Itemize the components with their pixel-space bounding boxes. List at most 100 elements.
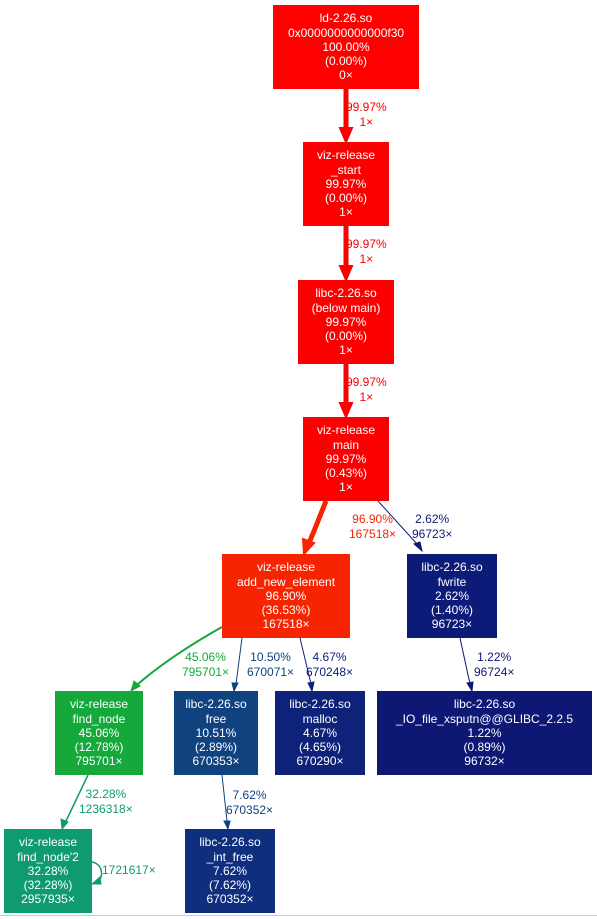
- edge-label-line: 795701×: [182, 664, 230, 679]
- node-line: 10.51%: [195, 725, 237, 740]
- edge-fwrite-xsputn: [459, 637, 471, 685]
- edge-arrowhead-findnode2-self: [90, 876, 102, 885]
- node-start[interactable]: viz-release _start 99.97% (0.00%) 1×: [303, 142, 389, 226]
- edge-arrowhead-libcmain-main: [338, 402, 354, 420]
- node-line: 1×: [339, 343, 353, 358]
- node-line: (0.00%): [324, 329, 368, 344]
- node-line: libc-2.26.so: [453, 697, 516, 712]
- node-ld[interactable]: ld-2.26.so 0x0000000000000f30 100.00% (0.00…: [273, 5, 419, 89]
- node-line: _start: [330, 162, 361, 177]
- edge-label-line: 96724×: [474, 664, 515, 679]
- node-line: main: [332, 437, 359, 452]
- node-line: 1.22%: [467, 725, 502, 740]
- edge-findnode-findnode2: [65, 774, 89, 822]
- edge-label-line: 1×: [359, 389, 374, 404]
- node-line: (0.00%): [324, 191, 368, 206]
- edge-label-line: 10.50%: [250, 650, 291, 664]
- node-fwrite[interactable]: libc-2.26.so fwrite 2.62% (1.40%) 96723×: [407, 554, 497, 638]
- node-line: 99.97%: [325, 176, 367, 191]
- edge-label-line: 96.90%: [352, 512, 393, 526]
- node-line: (0.00%): [324, 54, 368, 69]
- edge-label-line: 4.67%: [312, 650, 347, 664]
- edge-label-ld-start: 99.97% 1×: [346, 100, 387, 129]
- node-line: 99.97%: [325, 314, 367, 329]
- edge-label-line: 1721617×: [102, 863, 156, 877]
- node-line: free: [205, 711, 227, 726]
- divider: [0, 915, 597, 916]
- node-findnode2[interactable]: viz-release find_node'2 32.28% (32.28%) 2957…: [4, 829, 92, 913]
- edge-label-line: 45.06%: [185, 650, 226, 664]
- node-line: (36.53%): [261, 603, 311, 618]
- node-line: 96.90%: [265, 588, 307, 603]
- edge-label-line: 1.22%: [477, 650, 512, 664]
- edge-label-line: 670248×: [306, 664, 354, 679]
- node-line: libc-2.26.so: [421, 560, 483, 575]
- node-line: (2.89%): [194, 740, 238, 755]
- edge-label-fwrite-xsputn: 1.22% 96724×: [474, 650, 514, 679]
- edge-label-line: 99.97%: [346, 237, 387, 251]
- edge-label-findnode-findnode2: 32.28% 1236318×: [79, 787, 133, 816]
- node-line: (0.43%): [324, 466, 368, 481]
- node-libcmain[interactable]: libc-2.26.so (below main) 99.97% (0.00%) 1×: [298, 280, 394, 364]
- edge-arrowhead-addnew-free: [231, 682, 239, 693]
- node-line: 96723×: [431, 617, 473, 632]
- edge-label-line: 99.97%: [346, 100, 387, 114]
- node-line: malloc: [302, 711, 338, 726]
- edge-label-line: 2.62%: [415, 512, 450, 526]
- edge-label-start-libcmain: 99.97% 1×: [346, 237, 387, 266]
- node-line: libc-2.26.so: [289, 697, 351, 712]
- node-line: 99.97%: [325, 451, 367, 466]
- node-line: viz-release: [69, 697, 129, 712]
- edge-label-line: 99.97%: [346, 375, 387, 389]
- node-line: (32.28%): [23, 878, 73, 893]
- edge-label-line: 1236318×: [79, 801, 133, 816]
- node-line: _IO_file_xsputn@@GLIBC_2.2.5: [395, 711, 574, 726]
- node-line: 32.28%: [27, 863, 69, 878]
- edge-label-addnew-findnode: 45.06% 795701×: [182, 650, 229, 679]
- node-addnew[interactable]: viz-release add_new_element 96.90% (36.53%)…: [222, 554, 350, 638]
- node-line: 0×: [339, 68, 353, 83]
- edge-main-addnew: [306, 500, 329, 544]
- node-free[interactable]: libc-2.26.so free 10.51% (2.89%) 670353×: [174, 691, 258, 775]
- node-line: viz-release: [256, 560, 316, 575]
- edge-arrowhead-ld-start: [338, 127, 354, 145]
- node-line: 4.67%: [302, 725, 338, 740]
- edge-addnew-malloc: [299, 637, 312, 685]
- node-line: viz-release: [316, 148, 376, 163]
- edge-label-main-addnew: 96.90% 167518×: [349, 512, 396, 541]
- node-line: 1×: [339, 480, 353, 495]
- edge-label-line: 96723×: [412, 526, 453, 541]
- node-intfree[interactable]: libc-2.26.so _int_free 7.62% (7.62%) 670352×: [185, 829, 275, 913]
- node-line: viz-release: [316, 423, 376, 438]
- node-line: (1.40%): [430, 603, 474, 618]
- node-malloc[interactable]: libc-2.26.so malloc 4.67% (4.65%) 670290×: [275, 691, 365, 775]
- node-main[interactable]: viz-release main 99.97% (0.43%) 1×: [303, 417, 389, 501]
- node-line: add_new_element: [236, 574, 336, 589]
- node-line: _int_free: [206, 849, 254, 864]
- edge-label-line: 7.62%: [232, 788, 267, 802]
- edge-label-findnode2-self: 1721617×: [102, 863, 156, 878]
- node-findnode[interactable]: viz-release find_node 45.06% (12.78%) 795701…: [55, 691, 143, 775]
- node-line: (below main): [311, 300, 381, 315]
- node-line: 1×: [339, 205, 353, 220]
- edge-label-libcmain-main: 99.97% 1×: [346, 375, 387, 404]
- node-line: libc-2.26.so: [199, 835, 261, 850]
- node-line: 96732×: [464, 754, 505, 769]
- edge-arrowhead-free-intfree: [223, 820, 231, 831]
- node-line: 0x0000000000000f30: [287, 25, 405, 40]
- edge-label-line: 670352×: [226, 802, 274, 817]
- node-line: 7.62%: [212, 863, 248, 878]
- node-line: libc-2.26.so: [185, 697, 247, 712]
- node-line: 670290×: [296, 754, 344, 769]
- node-xsputn[interactable]: libc-2.26.so _IO_file_xsputn@@GLIBC_2.2.5…: [377, 691, 592, 775]
- node-line: (4.65%): [298, 740, 342, 755]
- edge-label-line: 1×: [359, 114, 374, 129]
- edge-addnew-free: [235, 637, 243, 685]
- edge-arrowhead-main-fwrite: [413, 541, 423, 553]
- edge-label-line: 670071×: [247, 664, 295, 679]
- edge-label-line: 167518×: [349, 526, 397, 541]
- edge-arrowhead-findnode-findnode2: [60, 818, 69, 831]
- node-line: viz-release: [18, 835, 78, 850]
- edge-label-addnew-free: 10.50% 670071×: [247, 650, 294, 679]
- node-line: fwrite: [437, 574, 467, 589]
